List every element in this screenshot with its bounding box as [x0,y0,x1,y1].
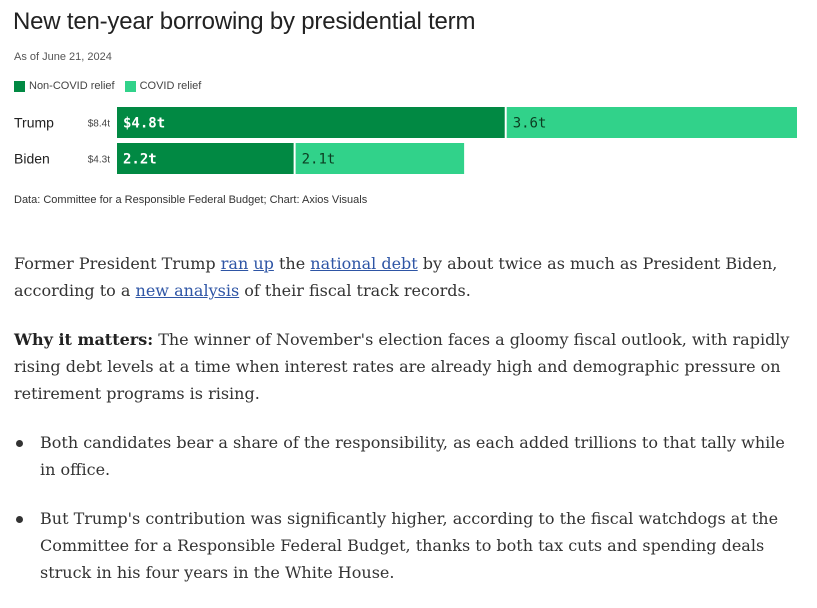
data-label-biden-covid: 2.1t [302,152,336,168]
link-ran[interactable]: ran [220,254,249,273]
article-paragraph-1: Former President Trump ran up the nation… [14,250,804,304]
total-label-trump: $8.4t [88,119,110,130]
link-national-debt[interactable]: national debt [310,254,418,273]
legend-item-non-covid: Non-COVID relief [14,80,115,92]
as-of-date: As of June 21, 2024 [14,51,112,63]
para1-text-4: by about twice as much as President Bide… [14,254,778,300]
data-label-trump-covid: 3.6t [513,116,547,132]
bullet-text-2: But Trump's contribution was significant… [40,509,779,582]
why-it-matters-label: Why it matters: [14,330,154,349]
bar-biden-non-covid [117,143,294,174]
bullet-dot-icon [16,516,23,523]
para1-text-1: Former President Trump [14,254,221,273]
stacked-bar-chart: Trump $8.4t $4.8t 3.6t Biden $4.3t 2.2t 2.1t [14,107,797,174]
category-label-trump: Trump [14,115,54,131]
data-label-trump-non-covid: $4.8t [123,116,165,132]
legend-item-covid: COVID relief [124,80,202,92]
para1-text-3: the [273,254,311,273]
chart-title: New ten-year borrowing by presidential t… [13,8,476,35]
bar-biden-covid [295,143,465,174]
chart-legend: Non-COVID relief COVID relief [14,80,211,92]
bullet-list: Both candidates bear a share of the resp… [14,429,804,586]
link-up[interactable]: up [253,254,274,273]
article-body: Former President Trump ran up the nation… [14,250,804,608]
chart-source: Data: Committee for a Responsible Federa… [14,194,368,206]
legend-label-non-covid: Non-COVID relief [29,80,115,92]
legend-label-covid: COVID relief [139,80,202,92]
data-label-biden-non-covid: 2.2t [123,152,157,168]
bar-trump-non-covid [117,107,505,138]
bullet-dot-icon [16,440,23,447]
bar-trump-covid [506,107,797,138]
total-label-biden: $4.3t [88,155,110,166]
para1-text-5: of their fiscal track records. [239,281,471,300]
why-it-matters-text: The winner of November's election faces … [14,330,790,403]
legend-swatch-non-covid [14,80,25,92]
bullet-item: Both candidates bear a share of the resp… [14,429,804,483]
link-new-analysis[interactable]: new analysis [135,281,240,300]
bullet-text-1: Both candidates bear a share of the resp… [40,433,785,479]
legend-swatch-covid [124,80,136,92]
article-paragraph-2: Why it matters: The winner of November's… [14,326,804,407]
bullet-item: But Trump's contribution was significant… [14,505,804,586]
category-label-biden: Biden [14,151,50,167]
